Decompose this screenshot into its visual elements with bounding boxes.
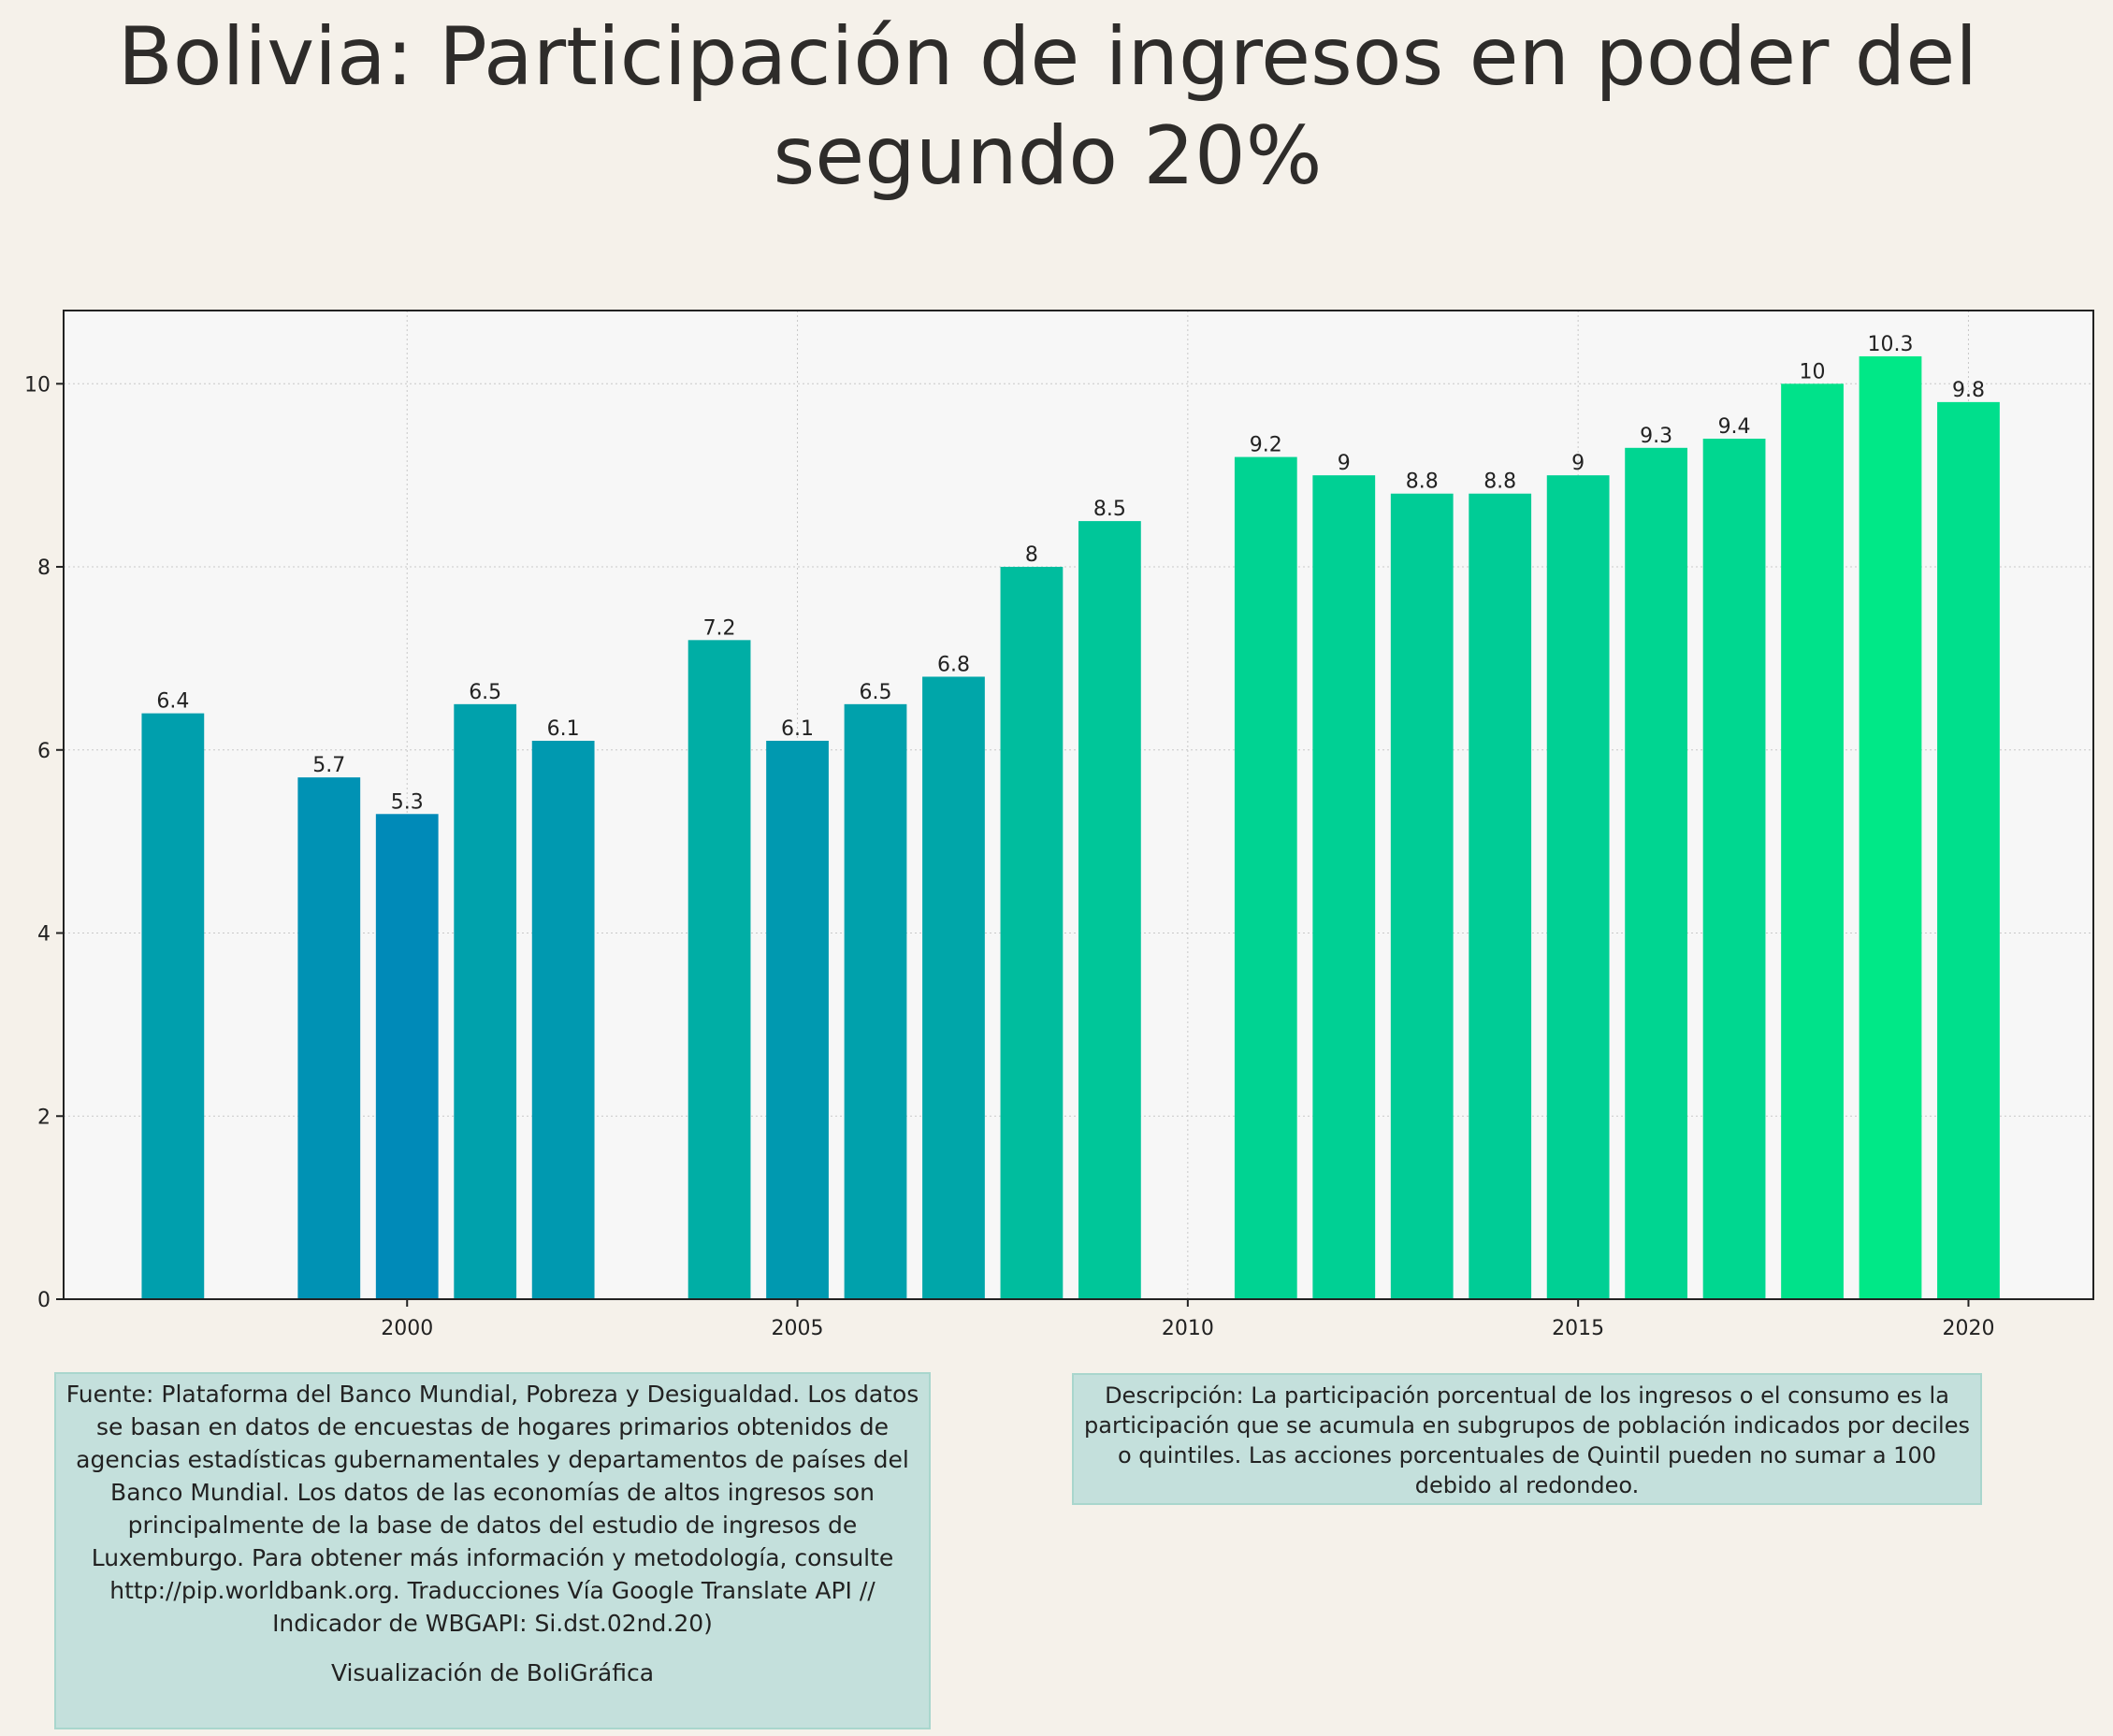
x-tick-label: 2000 <box>381 1317 433 1340</box>
x-tick-label: 2020 <box>1942 1317 1994 1340</box>
bar-value-label: 7.2 <box>703 616 736 640</box>
bar <box>141 713 205 1299</box>
bar-value-label: 6.5 <box>469 681 501 704</box>
bar <box>531 740 595 1299</box>
bar-value-label: 9.4 <box>1718 415 1751 439</box>
bar <box>1546 475 1610 1300</box>
bar <box>297 777 361 1299</box>
bar-value-label: 9.2 <box>1250 434 1282 457</box>
bar <box>1781 383 1844 1300</box>
bar-value-label: 6.4 <box>156 690 189 714</box>
bar-value-label: 5.7 <box>312 754 345 777</box>
y-tick-label: 2 <box>37 1106 51 1129</box>
bar <box>844 703 907 1299</box>
y-tick-label: 0 <box>37 1289 51 1312</box>
bar <box>375 814 439 1299</box>
x-tick-label: 2010 <box>1162 1317 1214 1340</box>
bar <box>1000 567 1064 1299</box>
y-tick-label: 10 <box>24 373 51 397</box>
bar-value-label: 6.1 <box>781 717 814 741</box>
bar <box>766 740 829 1299</box>
bar-value-label: 8.5 <box>1093 498 1126 521</box>
bar-value-label: 8.8 <box>1483 470 1516 494</box>
bar <box>1859 355 1922 1299</box>
chart-title: Bolivia: Participación de ingresos en po… <box>117 10 1978 203</box>
y-tick-label: 6 <box>37 740 51 763</box>
bar-value-label: 5.3 <box>391 790 424 814</box>
y-tick-label: 4 <box>37 923 51 947</box>
bar-value-label: 9 <box>1338 452 1351 475</box>
bar-value-label: 8.8 <box>1406 470 1439 494</box>
source-note: Fuente: Plataforma del Banco Mundial, Po… <box>54 1372 931 1729</box>
bar-value-label: 10 <box>1800 360 1826 383</box>
description-note: Descripción: La participación porcentual… <box>1072 1373 1982 1505</box>
bar <box>454 703 517 1299</box>
bars <box>141 355 2000 1300</box>
bar <box>1937 401 2000 1299</box>
description-text: Descripción: La participación porcentual… <box>1084 1382 1970 1498</box>
y-tick-label: 8 <box>37 557 51 580</box>
bar <box>1469 493 1532 1299</box>
bar <box>1390 493 1454 1299</box>
bar-value-label: 8 <box>1025 543 1038 567</box>
plot-frame <box>63 310 2094 1300</box>
bar-value-label: 9.8 <box>1952 379 1985 402</box>
bar-chart: 6.4 5.7 5.3 6.5 6.1 7.2 6.1 6.5 6.8 8 8.5 9.2 9 8.8 8.… <box>24 310 2094 1340</box>
bar <box>1702 439 1766 1299</box>
source-text: Fuente: Plataforma del Banco Mundial, Po… <box>65 1381 919 1637</box>
bar-value-label: 6.8 <box>937 653 970 676</box>
x-tick-label: 2005 <box>772 1317 824 1340</box>
bar-value-label: 6.1 <box>547 717 580 741</box>
bar <box>1078 521 1141 1299</box>
bar <box>687 640 751 1299</box>
bar-value-label: 9 <box>1571 452 1585 475</box>
axes: 0 2 4 6 8 10 2000 2005 2010 2015 2020 <box>24 373 1994 1340</box>
bar-value-label: 6.5 <box>860 681 892 704</box>
bar <box>1234 456 1297 1299</box>
bar <box>1625 447 1687 1299</box>
bar-value-labels: 6.4 5.7 5.3 6.5 6.1 7.2 6.1 6.5 6.8 8 8.5 9.2 9 8.8 8.… <box>156 333 1985 814</box>
x-tick-label: 2015 <box>1552 1317 1604 1340</box>
bar <box>1312 475 1376 1300</box>
source-credit: Visualización de BoliGráfica <box>330 1659 655 1686</box>
bar <box>922 676 985 1299</box>
bar-value-label: 10.3 <box>1868 333 1914 356</box>
bar-value-label: 9.3 <box>1640 425 1672 448</box>
